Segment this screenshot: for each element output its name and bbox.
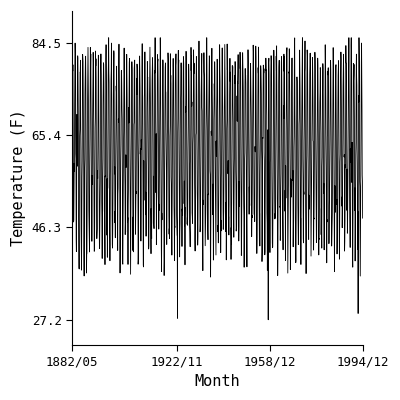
Y-axis label: Temperature (F): Temperature (F) [11, 110, 26, 246]
X-axis label: Month: Month [194, 374, 240, 389]
